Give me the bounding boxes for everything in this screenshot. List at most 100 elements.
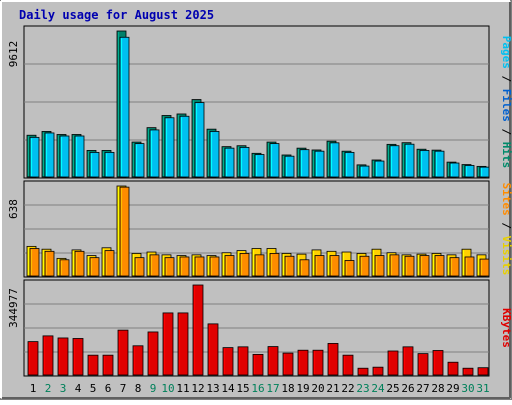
bar-pages-day-13: [209, 131, 220, 178]
bar-pages-day-20: [314, 150, 325, 178]
bar-sites-day-26: [404, 255, 415, 277]
bar-sites-day-25: [389, 254, 400, 277]
panel-top-max-label: 9612: [7, 41, 20, 68]
x-tick-label-5: 5: [90, 382, 97, 395]
x-tick-label-3: 3: [60, 382, 67, 395]
bar-sites-day-29: [449, 257, 460, 277]
panel-top: 9612 Pages / Files / Hits: [7, 25, 512, 179]
legend-entry: /: [500, 122, 512, 142]
bar-sites-day-21: [329, 255, 340, 277]
bar-kbytes-day-27: [417, 353, 429, 376]
bar-kbytes-day-16: [252, 353, 264, 376]
bar-kbytes-day-22: [342, 354, 354, 376]
bar-sites-day-17: [269, 253, 280, 277]
x-tick-label-28: 28: [431, 382, 444, 395]
x-tick-label-8: 8: [135, 382, 142, 395]
legend-entry: Files: [500, 89, 512, 122]
bar-pages-day-17: [269, 143, 280, 178]
bar-pages-day-3: [59, 135, 70, 178]
bar-sites-day-12: [194, 256, 205, 277]
bar-sites-day-5: [89, 257, 100, 277]
x-tick-label-30: 30: [461, 382, 474, 395]
x-tick-label-24: 24: [371, 382, 385, 395]
bar-kbytes-day-6: [102, 354, 114, 376]
bar-sites-day-28: [434, 255, 445, 277]
bar-kbytes-day-30: [462, 367, 474, 376]
bar-sites-day-7: [119, 186, 130, 277]
x-tick-label-15: 15: [236, 382, 249, 395]
bar-sites-day-15: [239, 253, 250, 277]
bar-kbytes-day-20: [312, 349, 324, 376]
x-axis-labels: 1 2 3 4 5 6 7 8 9 10 11 12 13 14 15 16 17 18 19 20 21 22 23 24 2…: [30, 382, 490, 395]
bar-kbytes-day-12: [192, 284, 204, 376]
bar-kbytes-day-10: [162, 312, 174, 376]
x-tick-label-14: 14: [221, 382, 235, 395]
legend-entry: KBytes: [500, 308, 512, 348]
bar-kbytes-day-13: [207, 323, 219, 376]
bar-sites-day-2: [44, 250, 55, 277]
legend-entry: /: [500, 216, 512, 236]
bar-pages-day-15: [239, 146, 250, 178]
bar-sites-day-8: [134, 257, 145, 277]
bar-kbytes-day-15: [237, 346, 249, 376]
bar-sites-day-31: [479, 258, 490, 277]
bar-sites-day-16: [254, 254, 265, 277]
bar-sites-day-1: [29, 248, 40, 277]
bar-pages-day-14: [224, 147, 235, 178]
bar-kbytes-day-8: [132, 345, 144, 376]
bar-sites-day-18: [284, 255, 295, 277]
chart-panels: 9612 Pages / Files / Hits 638 Sites / Visit…: [7, 25, 512, 377]
x-tick-label-29: 29: [446, 382, 459, 395]
x-tick-label-18: 18: [281, 382, 294, 395]
x-tick-label-10: 10: [161, 382, 174, 395]
bar-kbytes-day-2: [42, 335, 54, 376]
x-tick-label-23: 23: [356, 382, 369, 395]
bar-sites-day-13: [209, 256, 220, 277]
bar-sites-day-24: [374, 255, 385, 277]
bar-kbytes-day-29: [447, 361, 459, 376]
x-tick-label-22: 22: [341, 382, 354, 395]
bar-kbytes-day-3: [57, 337, 69, 376]
bar-pages-day-19: [299, 149, 310, 178]
bar-sites-day-27: [419, 255, 430, 277]
bar-pages-day-9: [149, 129, 160, 178]
panel-bottom: 344977 KBytes: [7, 279, 512, 377]
panel-top-legend: Pages / Files / Hits: [500, 36, 512, 169]
panel-bottom-max-label: 344977: [7, 288, 20, 328]
bar-pages-day-27: [419, 150, 430, 178]
x-tick-label-25: 25: [386, 382, 399, 395]
legend-entry: Hits: [500, 142, 512, 169]
x-tick-label-1: 1: [30, 382, 37, 395]
bar-pages-day-29: [449, 162, 460, 178]
bar-sites-day-23: [359, 255, 370, 277]
bar-kbytes-day-19: [297, 349, 309, 376]
bar-kbytes-day-7: [117, 329, 129, 376]
x-tick-label-11: 11: [176, 382, 189, 395]
legend-entry: Pages: [500, 36, 512, 69]
bar-kbytes-day-18: [282, 352, 294, 376]
bar-pages-day-22: [344, 151, 355, 178]
panel-middle-legend: Sites / Visits: [500, 183, 512, 276]
x-tick-label-13: 13: [206, 382, 219, 395]
bar-pages-day-5: [89, 151, 100, 178]
x-tick-label-27: 27: [416, 382, 429, 395]
bar-pages-day-18: [284, 155, 295, 178]
bar-sites-day-11: [179, 256, 190, 277]
bar-sites-day-20: [314, 255, 325, 277]
x-tick-label-19: 19: [296, 382, 309, 395]
bar-kbytes-day-11: [177, 312, 189, 376]
legend-entry: /: [500, 69, 512, 89]
bar-kbytes-day-21: [327, 343, 339, 376]
bar-sites-day-14: [224, 255, 235, 277]
x-tick-label-2: 2: [45, 382, 52, 395]
x-tick-label-31: 31: [476, 382, 489, 395]
bar-sites-day-19: [299, 259, 310, 277]
panel-middle-max-label: 638: [7, 199, 20, 219]
x-tick-label-6: 6: [105, 382, 112, 395]
legend-entry: Sites: [500, 183, 512, 216]
bar-sites-day-4: [74, 250, 85, 277]
bar-pages-day-28: [434, 150, 445, 178]
bar-kbytes-day-23: [357, 367, 369, 376]
